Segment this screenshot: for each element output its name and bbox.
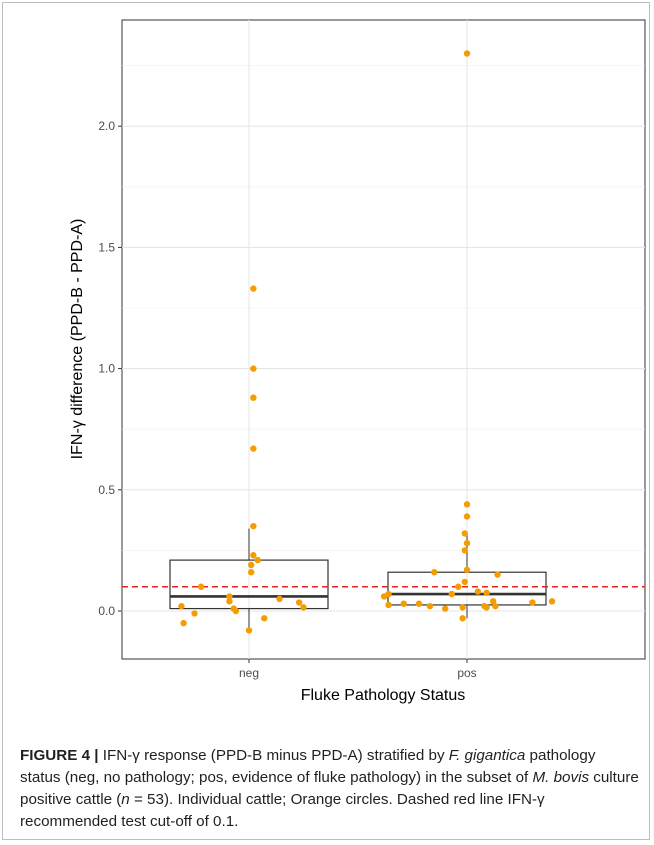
data-point-neg	[180, 620, 186, 626]
data-point-pos	[459, 604, 465, 610]
data-point-neg	[255, 557, 261, 563]
caption-species: F. gigantica	[449, 747, 526, 764]
data-point-neg	[226, 598, 232, 604]
data-point-pos	[475, 588, 481, 594]
data-point-neg	[248, 569, 254, 575]
data-point-pos	[427, 603, 433, 609]
data-point-pos	[385, 602, 391, 608]
figure-caption: FIGURE 4 | IFN-γ response (PPD-B minus P…	[20, 745, 640, 833]
data-point-pos	[462, 579, 468, 585]
box-plot: 0.0 0.5 1.0 1.5 2.0 neg pos Fluke Pathology St…	[0, 0, 654, 740]
caption-n-symbol: n	[121, 791, 129, 808]
data-point-pos	[464, 567, 470, 573]
plot-panel	[122, 20, 645, 659]
data-point-pos	[442, 605, 448, 611]
data-point-neg	[250, 445, 256, 451]
data-point-pos	[416, 601, 422, 607]
data-point-pos	[431, 569, 437, 575]
data-point-pos	[459, 615, 465, 621]
data-point-neg	[276, 596, 282, 602]
x-tick-label-pos: pos	[457, 666, 476, 680]
data-point-pos	[529, 599, 535, 605]
data-point-neg	[250, 394, 256, 400]
y-tick-label: 0.0	[98, 604, 115, 618]
y-axis-title: IFN-γ difference (PPD-B - PPD-A)	[69, 219, 86, 460]
data-point-neg	[250, 523, 256, 529]
data-point-pos	[462, 530, 468, 536]
y-tick-label: 1.5	[98, 240, 115, 254]
data-point-pos	[449, 591, 455, 597]
data-point-pos	[455, 584, 461, 590]
data-point-pos	[464, 513, 470, 519]
data-point-neg	[233, 608, 239, 614]
data-point-neg	[250, 365, 256, 371]
data-point-neg	[261, 615, 267, 621]
caption-lead: FIGURE 4 |	[20, 747, 99, 764]
data-point-pos	[483, 590, 489, 596]
data-point-pos	[464, 50, 470, 56]
caption-organism: M. bovis	[533, 769, 590, 786]
data-point-pos	[381, 593, 387, 599]
data-point-neg	[250, 285, 256, 291]
data-point-pos	[464, 501, 470, 507]
data-point-pos	[494, 571, 500, 577]
data-point-neg	[248, 562, 254, 568]
x-axis-title: Fluke Pathology Status	[301, 687, 466, 704]
y-tick-label: 1.0	[98, 362, 115, 376]
data-point-neg	[191, 610, 197, 616]
data-point-pos	[549, 598, 555, 604]
data-point-neg	[246, 627, 252, 633]
x-tick-label-neg: neg	[239, 666, 259, 680]
data-point-neg	[198, 584, 204, 590]
data-point-pos	[401, 601, 407, 607]
caption-text-1: IFN-γ response (PPD-B minus PPD-A) strat…	[99, 747, 449, 764]
data-point-pos	[492, 603, 498, 609]
y-tick-label: 2.0	[98, 119, 115, 133]
data-point-pos	[462, 547, 468, 553]
data-point-neg	[296, 599, 302, 605]
data-point-pos	[464, 540, 470, 546]
data-point-pos	[483, 604, 489, 610]
data-point-neg	[300, 604, 306, 610]
y-tick-label: 0.5	[98, 483, 115, 497]
data-point-neg	[178, 603, 184, 609]
data-point-neg	[250, 552, 256, 558]
